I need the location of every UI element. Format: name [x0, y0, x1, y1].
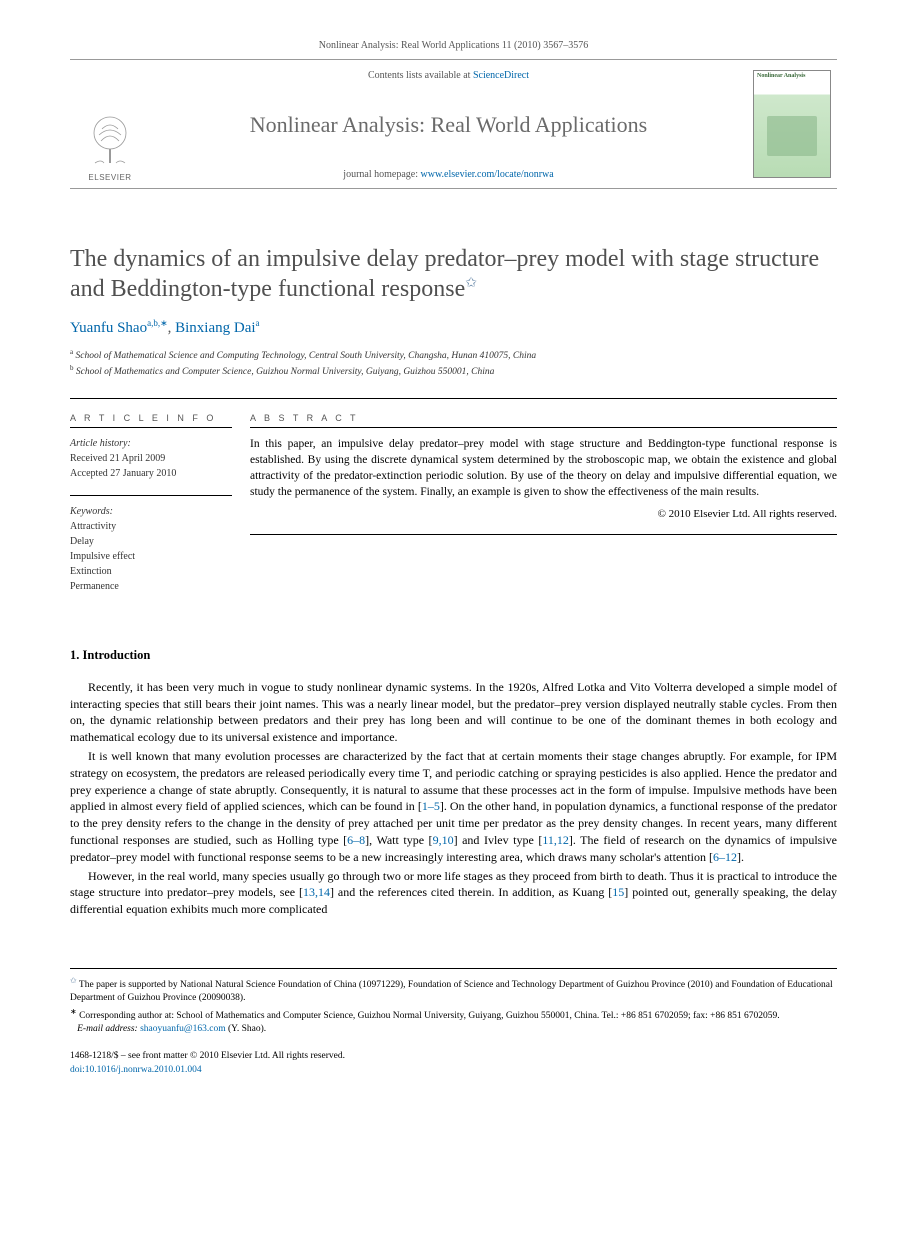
info-label: A R T I C L E I N F O	[70, 413, 232, 423]
accepted-date: Accepted 27 January 2010	[70, 466, 232, 481]
header-citation: Nonlinear Analysis: Real World Applicati…	[70, 40, 837, 51]
author-1[interactable]: Yuanfu Shao	[70, 320, 147, 336]
abstract-label: A B S T R A C T	[250, 413, 837, 423]
homepage-link[interactable]: www.elsevier.com/locate/nonrwa	[421, 169, 554, 180]
history-label: Article history:	[70, 436, 232, 451]
article-title: The dynamics of an impulsive delay preda…	[70, 244, 837, 304]
doi-link[interactable]: doi:10.1016/j.nonrwa.2010.01.004	[70, 1065, 202, 1075]
publisher-logo: ELSEVIER	[70, 60, 150, 188]
abstract-text: In this paper, an impulsive delay predat…	[250, 436, 837, 500]
publisher-name: ELSEVIER	[88, 173, 131, 182]
authors: Yuanfu Shaoa,b,∗, Binxiang Daia	[70, 318, 837, 337]
affiliation-b: School of Mathematics and Computer Scien…	[76, 368, 495, 378]
para-text: ].	[737, 850, 744, 864]
footnote-text: The paper is supported by National Natur…	[70, 980, 833, 1003]
keyword: Delay	[70, 534, 232, 549]
para-text: ] and the references cited therein. In a…	[330, 885, 612, 899]
bottom-matter: 1468-1218/$ – see front matter © 2010 El…	[70, 1050, 837, 1077]
masthead: ELSEVIER Contents lists available at Sci…	[70, 59, 837, 189]
journal-homepage: journal homepage: www.elsevier.com/locat…	[343, 169, 553, 180]
keyword: Impulsive effect	[70, 549, 232, 564]
email-label: E-mail address:	[77, 1024, 138, 1034]
article-info: A R T I C L E I N F O Article history: R…	[70, 399, 250, 608]
ref-link[interactable]: 6–8	[347, 833, 365, 847]
author-2[interactable]: Binxiang Dai	[175, 320, 255, 336]
affiliations: a School of Mathematical Science and Com…	[70, 347, 837, 380]
footnotes: ✩ The paper is supported by National Nat…	[70, 968, 837, 1037]
ref-link[interactable]: 1–5	[422, 799, 440, 813]
elsevier-tree-icon	[85, 111, 135, 171]
body-paragraph: However, in the real world, many species…	[70, 868, 837, 918]
ref-link[interactable]: 6–12	[713, 850, 737, 864]
cover-title: Nonlinear Analysis	[754, 71, 830, 94]
received-date: Received 21 April 2009	[70, 451, 232, 466]
ref-link[interactable]: 9,10	[433, 833, 454, 847]
abstract: A B S T R A C T In this paper, an impuls…	[250, 399, 837, 608]
footnote-email: E-mail address: shaoyuanfu@163.com (Y. S…	[70, 1023, 837, 1036]
issn-line: 1468-1218/$ – see front matter © 2010 El…	[70, 1050, 837, 1063]
footnote-corresponding: ∗ Corresponding author at: School of Mat…	[70, 1006, 837, 1023]
contents-prefix: Contents lists available at	[368, 70, 473, 81]
author-2-affil: a	[256, 318, 260, 328]
section-heading: 1. Introduction	[70, 648, 837, 663]
title-text: The dynamics of an impulsive delay preda…	[70, 246, 819, 302]
ref-link[interactable]: 13,14	[303, 885, 330, 899]
title-footnote-marker: ✩	[465, 276, 477, 291]
homepage-prefix: journal homepage:	[343, 169, 420, 180]
body-paragraph: Recently, it has been very much in vogue…	[70, 679, 837, 746]
sciencedirect-link[interactable]: ScienceDirect	[473, 70, 529, 81]
keyword: Attractivity	[70, 519, 232, 534]
ref-link[interactable]: 15	[612, 885, 624, 899]
keyword: Permanence	[70, 579, 232, 594]
footnote-text: Corresponding author at: School of Mathe…	[79, 1011, 780, 1021]
keywords-label: Keywords:	[70, 504, 232, 519]
affiliation-a: School of Mathematical Science and Compu…	[75, 351, 536, 361]
journal-name: Nonlinear Analysis: Real World Applicati…	[250, 112, 647, 138]
author-1-affil: a,b,∗	[147, 318, 168, 328]
doi-line: doi:10.1016/j.nonrwa.2010.01.004	[70, 1064, 837, 1077]
abstract-copyright: © 2010 Elsevier Ltd. All rights reserved…	[250, 508, 837, 520]
journal-cover: Nonlinear Analysis	[747, 60, 837, 188]
email-suffix: (Y. Shao).	[228, 1024, 266, 1034]
para-text: ], Watt type [	[365, 833, 432, 847]
ref-link[interactable]: 11,12	[542, 833, 569, 847]
email-link[interactable]: shaoyuanfu@163.com	[140, 1024, 226, 1034]
para-text: ] and Ivlev type [	[454, 833, 543, 847]
body-paragraph: It is well known that many evolution pro…	[70, 748, 837, 866]
keyword: Extinction	[70, 564, 232, 579]
contents-available: Contents lists available at ScienceDirec…	[368, 70, 529, 81]
footnote-funding: ✩ The paper is supported by National Nat…	[70, 975, 837, 1006]
